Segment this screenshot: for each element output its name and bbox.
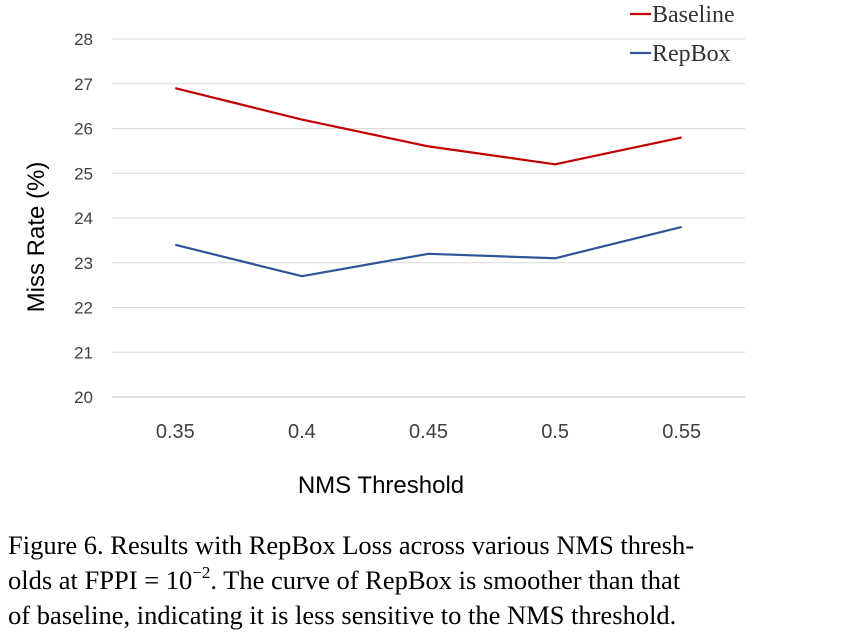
legend: Baseline RepBox bbox=[630, 2, 735, 67]
legend-label-repbox: RepBox bbox=[652, 41, 731, 67]
y-tick-20: 20 bbox=[74, 388, 93, 407]
caption-line-2-end: . The curve of RepBox is smoother than t… bbox=[210, 565, 681, 595]
y-tick-27: 27 bbox=[74, 75, 93, 94]
x-tick-0.55: 0.55 bbox=[662, 421, 701, 443]
y-tick-26: 26 bbox=[74, 120, 93, 139]
y-axis-tick-labels: 20 21 22 23 24 25 26 27 28 bbox=[74, 30, 93, 407]
x-tick-0.4: 0.4 bbox=[288, 421, 316, 443]
y-tick-24: 24 bbox=[74, 209, 93, 228]
gridlines bbox=[112, 38, 745, 398]
y-axis-title: Miss Rate (%) bbox=[23, 162, 50, 313]
y-tick-23: 23 bbox=[74, 254, 93, 273]
figure-caption: Figure 6. Results with RepBox Loss acros… bbox=[8, 528, 860, 633]
caption-line-3: of baseline, indicating it is less sensi… bbox=[8, 600, 677, 630]
series-line-baseline bbox=[175, 87, 682, 166]
y-tick-25: 25 bbox=[74, 164, 93, 183]
x-tick-0.5: 0.5 bbox=[541, 421, 569, 443]
legend-label-baseline: Baseline bbox=[652, 2, 735, 28]
series-line-repbox bbox=[175, 225, 682, 278]
caption-line-1: Figure 6. Results with RepBox Loss acros… bbox=[8, 530, 695, 560]
caption-line-2-start: olds at FPPI = 10 bbox=[8, 565, 193, 595]
series-lines bbox=[175, 87, 682, 278]
x-axis-tick-labels: 0.35 0.4 0.45 0.5 0.55 bbox=[156, 421, 701, 443]
line-chart: 20 21 22 23 24 25 26 27 28 0.35 0.4 0.45 0.5 0.55 Ba… bbox=[23, 2, 745, 499]
caption-exponent: −2 bbox=[192, 563, 211, 582]
y-tick-22: 22 bbox=[74, 299, 93, 318]
x-tick-0.35: 0.35 bbox=[156, 421, 195, 443]
caption-line-2: olds at FPPI = 10−2. The curve of RepBox… bbox=[8, 563, 860, 598]
y-tick-21: 21 bbox=[74, 343, 93, 362]
x-axis-title: NMS Threshold bbox=[298, 472, 464, 499]
x-tick-0.45: 0.45 bbox=[409, 421, 448, 443]
y-tick-28: 28 bbox=[74, 30, 93, 49]
